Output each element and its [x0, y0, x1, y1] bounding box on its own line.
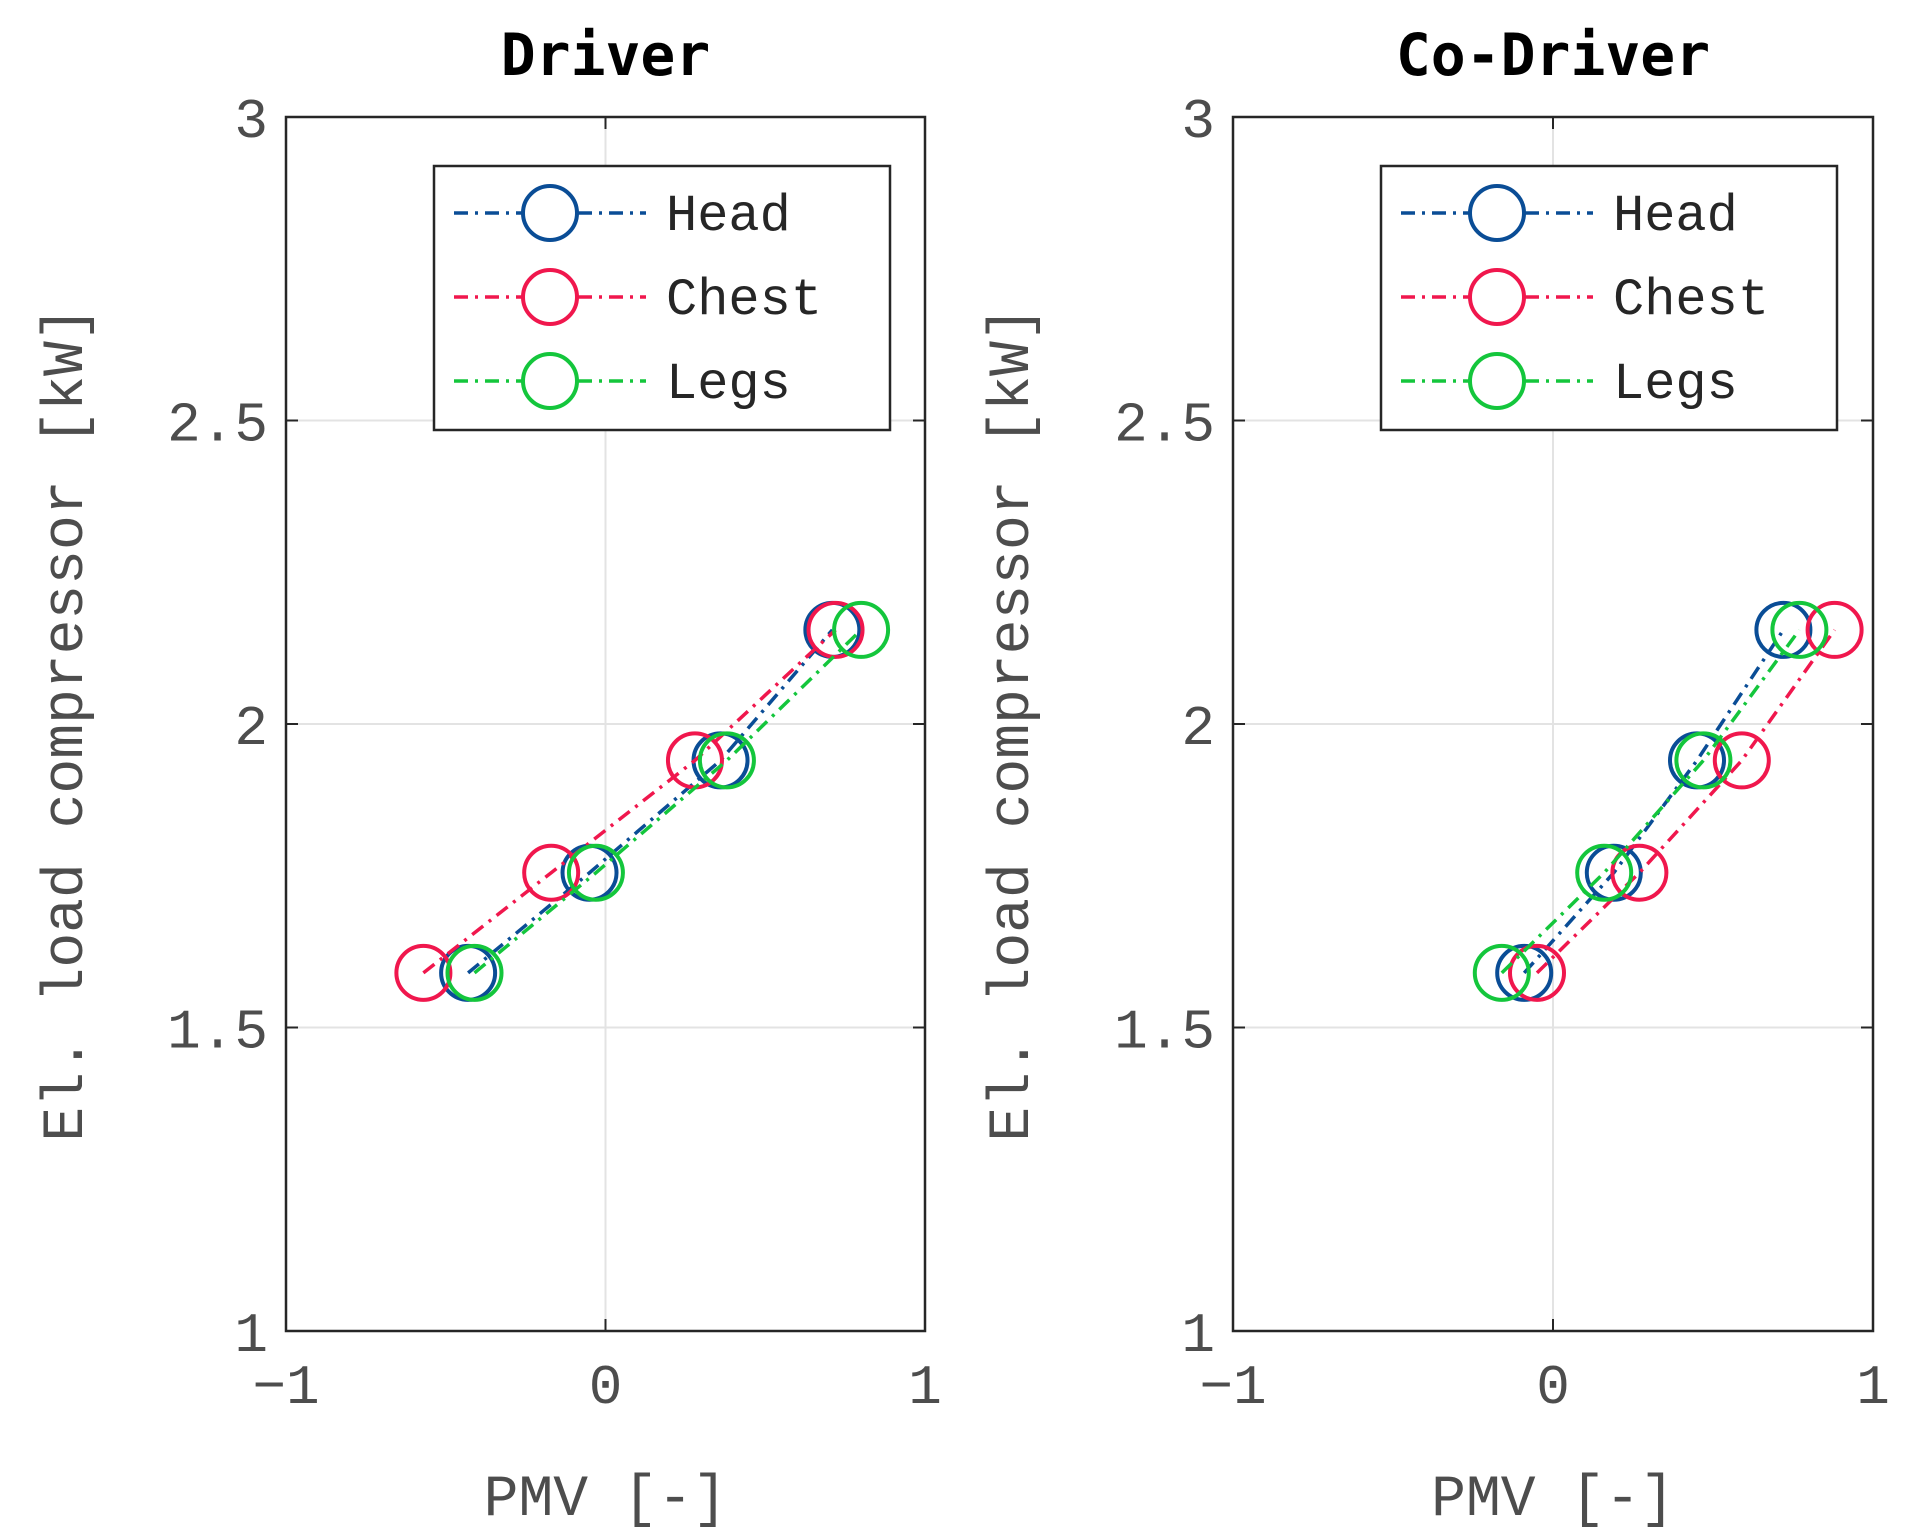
chart-panel-driver: −1 0 1 1 1.5 2 2.5 3 Driver PMV [-] El. load compr…	[35, 21, 942, 1533]
y-tick-label: 2	[234, 697, 268, 761]
chart-title: Co-Driver	[1396, 21, 1710, 89]
y-axis-label: El. load compressor [kW]	[981, 306, 1046, 1141]
legend-label-chest: Chest	[1613, 271, 1769, 330]
x-tick-label: 1	[908, 1356, 942, 1420]
series-line-legs	[1500, 628, 1801, 975]
y-tick-label: 3	[234, 90, 268, 154]
chart-title: Driver	[501, 21, 711, 89]
data-point-chest	[1712, 731, 1771, 790]
axes-box	[284, 115, 927, 1333]
legend-marker-head	[1468, 184, 1526, 242]
legend-label-head: Head	[1613, 187, 1738, 246]
legend-marker-chest	[521, 268, 579, 326]
legend-label-head: Head	[666, 187, 791, 246]
data-point-legs	[1674, 731, 1733, 790]
data-point-chest	[1805, 600, 1864, 659]
y-axis-label: El. load compressor [kW]	[35, 306, 100, 1141]
chart-panel-co-driver: −1 0 1 1 1.5 2 2.5 3 Co-Driver PMV [-] El. load co…	[981, 21, 1890, 1533]
legend-label-chest: Chest	[666, 271, 822, 330]
legend-label-legs: Legs	[666, 355, 791, 414]
data-point-chest	[1508, 943, 1566, 1002]
x-tick-label: −1	[1199, 1356, 1266, 1420]
series-line-head	[1522, 628, 1785, 975]
y-tick-label: 1.5	[167, 1001, 268, 1065]
data-point-legs	[832, 600, 891, 659]
data-point-chest	[522, 843, 581, 902]
legend-box	[432, 164, 892, 432]
data-point-head	[1754, 600, 1813, 659]
legend-marker-legs	[521, 352, 579, 410]
data-point-legs	[1472, 943, 1531, 1002]
axes-box	[1231, 115, 1875, 1333]
x-axis-label: PMV [-]	[484, 1468, 728, 1533]
x-tick-label: 0	[589, 1356, 623, 1420]
x-tick-label: 0	[1536, 1356, 1570, 1420]
x-axis-label: PMV [-]	[1431, 1468, 1675, 1533]
y-tick-label: 2.5	[167, 394, 268, 458]
data-point-chest	[1610, 843, 1669, 902]
legend-marker-legs	[1468, 352, 1526, 410]
y-tick-label: 3	[1181, 90, 1215, 154]
data-point-legs	[697, 731, 756, 790]
x-tick-label: 1	[1856, 1356, 1890, 1420]
data-point-legs	[1575, 843, 1634, 902]
series-line-head	[467, 628, 834, 975]
y-tick-label: 2	[1181, 697, 1215, 761]
data-point-chest	[394, 943, 453, 1002]
y-tick-label: 2.5	[1114, 394, 1215, 458]
legend: Head Chest Legs	[1379, 164, 1839, 432]
data-point-legs	[1770, 600, 1829, 659]
series-line-chest	[422, 628, 837, 975]
series-line-chest	[1535, 628, 1837, 975]
x-tick-label: −1	[252, 1356, 319, 1420]
data-point-head	[1495, 943, 1554, 1002]
legend: Head Chest Legs	[432, 164, 892, 432]
data-point-chest	[806, 600, 865, 659]
legend-label-legs: Legs	[1613, 355, 1738, 414]
legend-marker-head	[521, 184, 579, 242]
legend-marker-chest	[1468, 268, 1526, 326]
y-tick-label: 1.5	[1114, 1001, 1215, 1065]
legend-box	[1379, 164, 1839, 432]
data-point-legs	[445, 943, 504, 1002]
y-tick-label: 1	[1181, 1304, 1215, 1368]
y-tick-label: 1	[234, 1304, 268, 1368]
data-point-legs	[566, 843, 625, 902]
